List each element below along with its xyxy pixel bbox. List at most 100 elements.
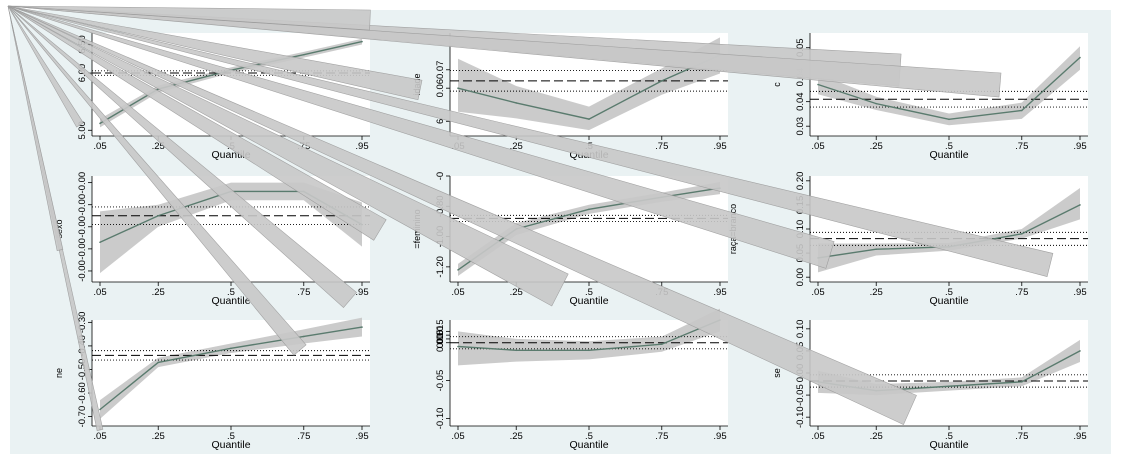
x-tick-label: .75	[297, 141, 310, 152]
x-tick-label: .75	[297, 287, 310, 298]
x-tick-label: .5	[227, 287, 235, 298]
overlay-streak	[7, 5, 371, 31]
x-tick-label: .75	[655, 141, 668, 152]
x-tick-label: .25	[152, 431, 165, 442]
quantile-point	[99, 241, 101, 244]
y-tick-label: -0.30	[77, 312, 88, 334]
x-tick-label: .95	[355, 287, 368, 298]
y-tick-label: 0.05	[795, 38, 806, 57]
x-tick-label: .05	[811, 287, 824, 298]
quantile-point	[660, 343, 663, 346]
quantile-ci-band	[100, 182, 362, 274]
quantile-point	[588, 118, 590, 120]
quantile-point	[302, 335, 305, 338]
y-tick-label: -0.10	[795, 406, 806, 428]
x-tick-label: .25	[510, 287, 523, 298]
overlay-streak	[7, 5, 1002, 98]
x-tick-label: .5	[227, 431, 235, 442]
x-tick-label: .95	[1073, 431, 1086, 442]
x-tick-label: .25	[870, 287, 883, 298]
x-tick-label: .05	[93, 431, 106, 442]
x-tick-label: .75	[1015, 287, 1028, 298]
x-axis-title: Quantile	[211, 295, 250, 307]
y-tick-label: 0.10	[795, 320, 806, 339]
y-axis-title: se	[772, 368, 782, 378]
y-tick-label: -1.20	[435, 256, 446, 278]
quantile-point	[457, 345, 459, 348]
quantile-ci-band	[458, 37, 720, 131]
x-axis-title: Quantile	[211, 439, 250, 451]
x-tick-label: .05	[93, 287, 106, 298]
y-tick-label: -0.05	[435, 370, 446, 392]
x-tick-label: .05	[811, 431, 824, 442]
x-tick-label: .05	[93, 141, 106, 152]
y-tick-label: -0.00	[77, 216, 88, 238]
quantile-point	[1079, 204, 1081, 206]
quantile-point	[588, 349, 590, 352]
quantile-point	[457, 87, 459, 89]
overlay-streak	[7, 5, 423, 101]
y-tick-label: 0.06	[435, 79, 446, 98]
y-tick-label: 0.015	[435, 319, 446, 343]
y-tick-label: -0.00	[77, 194, 88, 216]
overlay-streak	[7, 5, 835, 269]
quantile-point	[515, 102, 518, 104]
x-tick-label: .5	[945, 141, 953, 152]
quantile-ci-band	[818, 339, 1080, 396]
y-tick-label: -0.00	[77, 238, 88, 260]
quantile-point	[302, 53, 305, 56]
x-tick-label: .25	[870, 431, 883, 442]
x-tick-label: .05	[451, 431, 464, 442]
x-tick-label: .95	[1073, 141, 1086, 152]
quantile-point	[230, 347, 232, 350]
quantile-point	[948, 385, 950, 388]
y-tick-label: -0.60	[77, 382, 88, 404]
overlay-streaks	[7, 5, 1054, 431]
panel-8: .05 .25 .5 .75 .95 Quantile -0.10 -0.05 0.000.05…	[435, 308, 728, 451]
quantile-point	[515, 349, 518, 352]
quantile-point	[157, 214, 160, 217]
x-tick-label: .25	[152, 287, 165, 298]
x-axis-title: Quantile	[569, 295, 608, 307]
overlay-streak	[7, 5, 1054, 277]
y-axis-title: c	[772, 82, 782, 87]
y-tick-label: 5.00	[77, 121, 88, 140]
quantile-point	[99, 408, 101, 411]
x-tick-label: .75	[297, 431, 310, 442]
x-tick-label: .75	[1015, 431, 1028, 442]
y-tick-label: 0.10	[435, 326, 446, 345]
x-tick-label: .25	[510, 141, 523, 152]
quantile-point	[588, 208, 590, 211]
overlay-streak	[7, 5, 387, 241]
x-axis-title: Quantile	[569, 439, 608, 451]
quantile-point	[1020, 109, 1023, 112]
overlay-streak	[7, 5, 569, 307]
x-axis-title: Quantile	[929, 439, 968, 451]
y-tick-label: 0.10	[795, 220, 806, 239]
x-tick-label: .05	[811, 141, 824, 152]
quantile-ci-band	[458, 308, 720, 366]
x-axis-title: Quantile	[929, 295, 968, 307]
quantile-point	[1020, 381, 1023, 383]
y-tick-label: -0.70	[77, 406, 88, 428]
x-tick-label: .25	[510, 431, 523, 442]
y-tick-label: 0.20	[795, 172, 806, 191]
y-tick-label: 0.04	[795, 92, 806, 111]
x-tick-label: .5	[585, 287, 593, 298]
overlay-streak	[7, 5, 64, 251]
quantile-point	[875, 248, 878, 251]
y-tick-label: -0.00	[77, 260, 88, 282]
quantile-point	[1079, 56, 1081, 59]
quantile-point	[1079, 350, 1081, 352]
y-axis-title: ne	[54, 368, 64, 378]
y-tick-label: -0.50	[77, 359, 88, 381]
quantile-point	[157, 361, 160, 364]
x-tick-label: .25	[152, 141, 165, 152]
y-tick-label: 6	[435, 119, 446, 124]
quantile-point	[457, 269, 459, 271]
x-tick-label: .95	[713, 431, 726, 442]
y-tick-label: 0.05	[435, 330, 446, 349]
y-tick-label: 0.03	[795, 117, 806, 136]
